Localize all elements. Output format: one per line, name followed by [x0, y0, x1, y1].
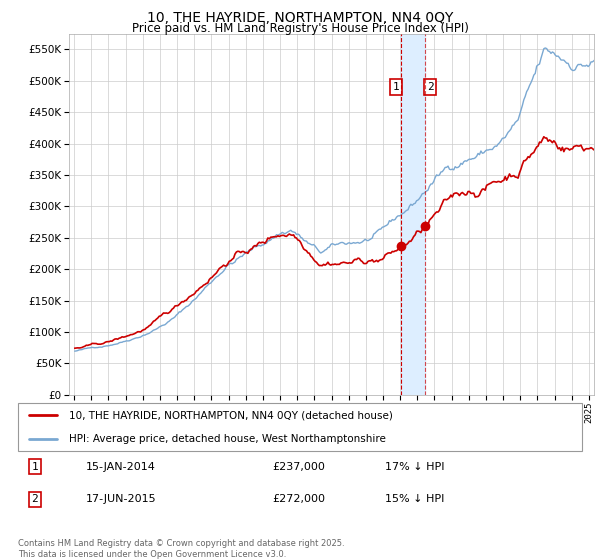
Text: 10, THE HAYRIDE, NORTHAMPTON, NN4 0QY: 10, THE HAYRIDE, NORTHAMPTON, NN4 0QY: [147, 11, 453, 25]
Text: Price paid vs. HM Land Registry's House Price Index (HPI): Price paid vs. HM Land Registry's House …: [131, 22, 469, 35]
Text: 17% ↓ HPI: 17% ↓ HPI: [385, 461, 444, 472]
Text: 1: 1: [392, 82, 399, 92]
Text: 17-JUN-2015: 17-JUN-2015: [86, 494, 157, 505]
Text: HPI: Average price, detached house, West Northamptonshire: HPI: Average price, detached house, West…: [69, 434, 386, 444]
Text: 10, THE HAYRIDE, NORTHAMPTON, NN4 0QY (detached house): 10, THE HAYRIDE, NORTHAMPTON, NN4 0QY (d…: [69, 410, 392, 420]
Text: 2: 2: [32, 494, 38, 505]
FancyBboxPatch shape: [18, 403, 582, 451]
Text: Contains HM Land Registry data © Crown copyright and database right 2025.
This d: Contains HM Land Registry data © Crown c…: [18, 539, 344, 559]
Text: 15% ↓ HPI: 15% ↓ HPI: [385, 494, 444, 505]
Bar: [401, 34, 425, 395]
Text: £272,000: £272,000: [272, 494, 325, 505]
Text: 2: 2: [427, 82, 434, 92]
Text: 1: 1: [32, 461, 38, 472]
Text: £237,000: £237,000: [272, 461, 325, 472]
Text: 15-JAN-2014: 15-JAN-2014: [86, 461, 155, 472]
